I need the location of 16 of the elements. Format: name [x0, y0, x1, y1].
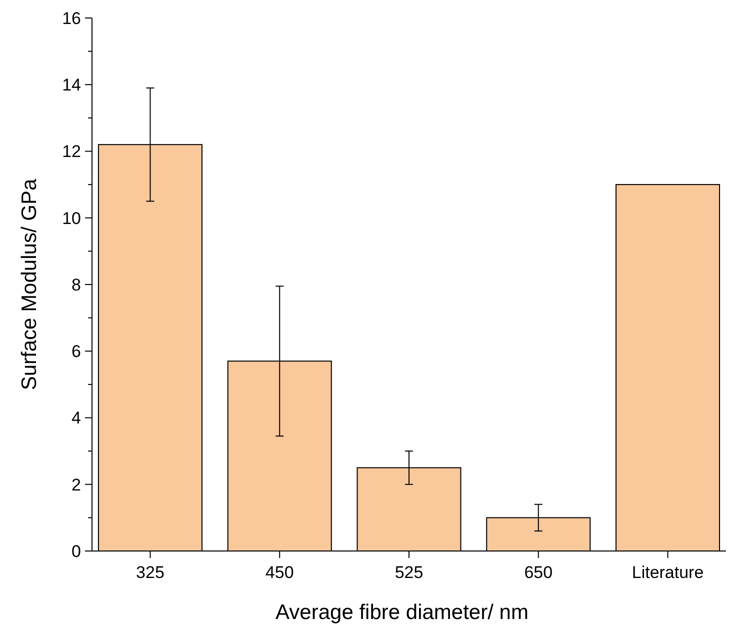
x-tick-label: 325: [136, 563, 164, 582]
y-axis-title: Surface Modulus/ GPa: [18, 178, 41, 390]
y-tick-label: 14: [62, 76, 81, 95]
y-tick-label: 0: [72, 542, 81, 561]
y-tick-label: 2: [72, 475, 81, 494]
x-tick-label: 650: [524, 563, 553, 582]
x-tick-label: 525: [394, 563, 424, 582]
y-tick-label: 6: [72, 342, 81, 362]
y-tick-label: 16: [62, 8, 81, 28]
x-axis-title: Average fibre diameter/ nm: [276, 601, 528, 624]
y-tick-label: 10: [62, 208, 81, 228]
y-tick-label: 4: [72, 408, 81, 428]
y-tick-label: 12: [62, 142, 81, 162]
x-tick-label: 450: [265, 563, 294, 582]
y-tick-label: 8: [72, 275, 81, 294]
x-tick-label: Literature: [632, 563, 704, 582]
